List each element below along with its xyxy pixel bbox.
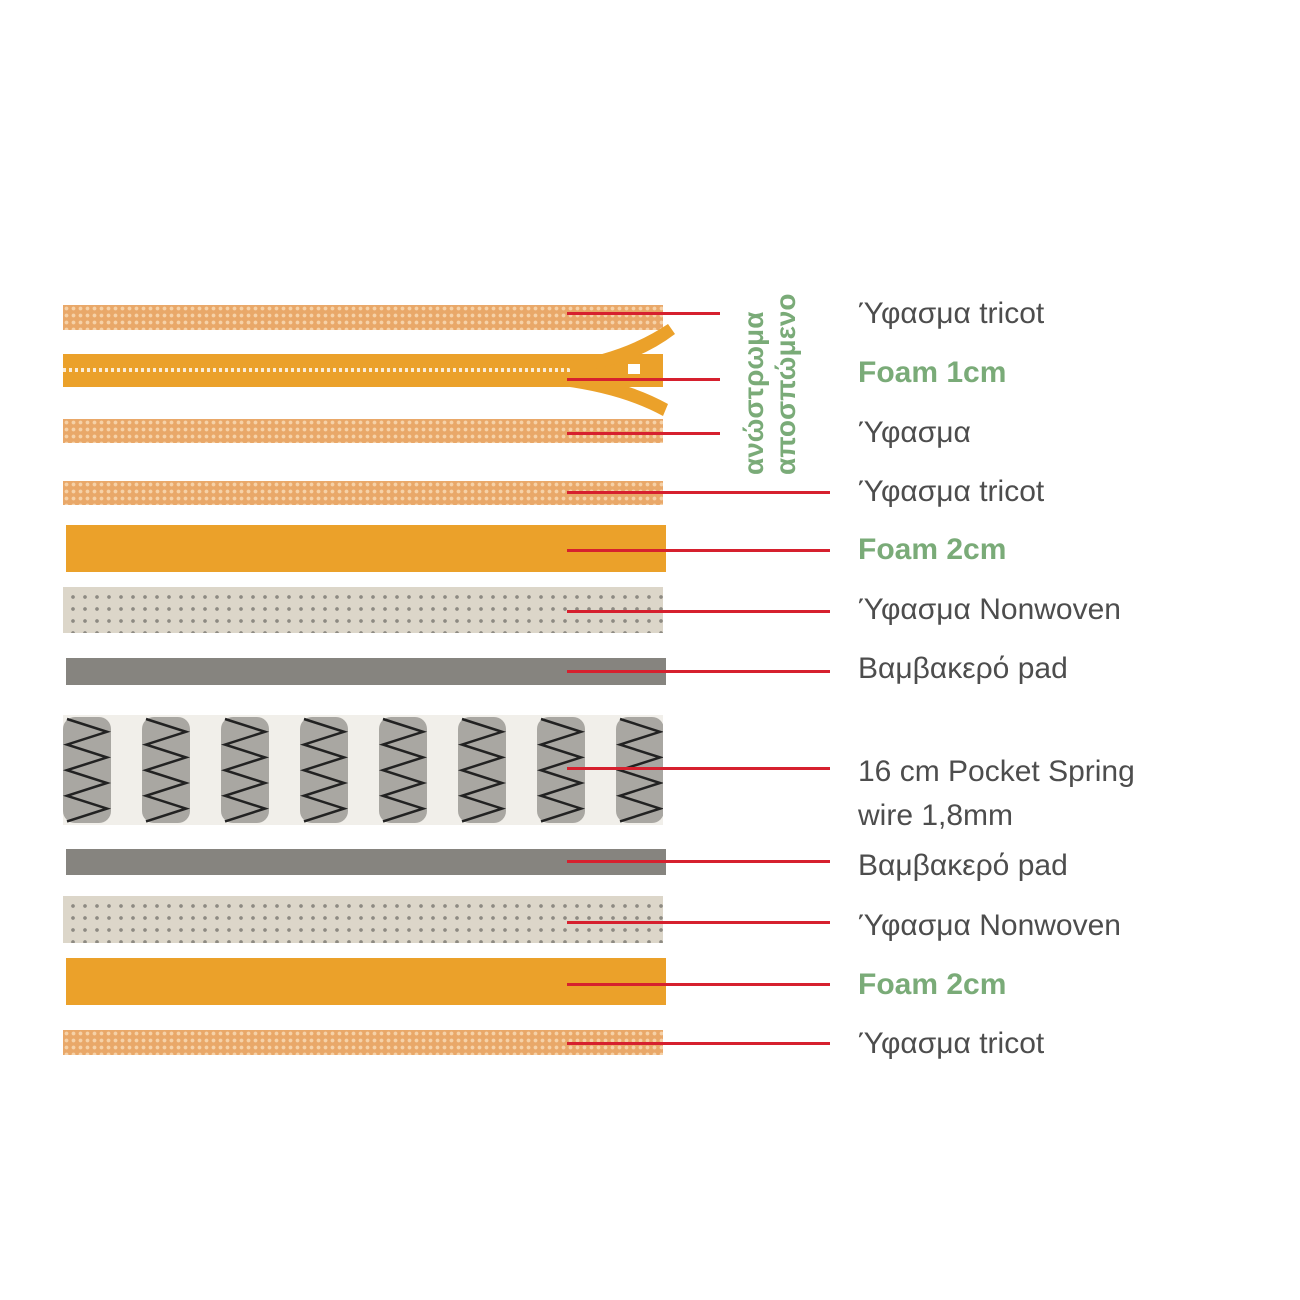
layer-pocket-springs — [62, 715, 665, 825]
layer-zipper-foam — [63, 324, 675, 416]
spring-pocket — [63, 717, 111, 823]
leader-line — [567, 610, 830, 613]
spring-pocket — [379, 717, 427, 823]
spring-pocket — [142, 717, 190, 823]
layer-tricot-top — [63, 305, 663, 330]
spring-coil-icon — [299, 717, 349, 823]
leader-line — [567, 1042, 830, 1045]
label-fabric: Ύφασμα — [858, 416, 971, 449]
spring-coil-icon — [536, 717, 586, 823]
zipper-open-end-icon — [563, 324, 675, 416]
label-tricot: Ύφασμα tricot — [858, 475, 1045, 508]
label-nonwoven: Ύφασμα Nonwoven — [858, 593, 1121, 626]
leader-line — [567, 432, 720, 435]
spring-coil-icon — [615, 717, 665, 823]
leader-line — [567, 921, 830, 924]
leader-line — [567, 670, 830, 673]
label-pocket-spring: 16 cm Pocket Spring wire 1,8mm — [858, 750, 1135, 837]
leader-line — [567, 312, 720, 315]
label-cotton-pad: Βαμβακερό pad — [858, 652, 1068, 685]
layer-tricot-bottom — [63, 1030, 663, 1055]
label-foam-1cm: Foam 1cm — [858, 356, 1007, 389]
removable-line2: αποσπώμενο — [770, 293, 801, 475]
spring-pocket — [221, 717, 269, 823]
pocket-spring-line2: wire 1,8mm — [858, 798, 1014, 832]
springs-graphic — [62, 717, 665, 823]
zipper-teeth — [63, 368, 573, 372]
removable-line1: ανώστρωμα — [738, 311, 769, 475]
layer-tricot-3 — [63, 481, 663, 505]
leader-line — [567, 767, 830, 770]
layer-foam-2cm-bottom — [66, 958, 666, 1005]
leader-line — [567, 549, 830, 552]
leader-line — [567, 491, 830, 494]
layer-nonwoven-top — [63, 587, 663, 633]
pocket-spring-line1: 16 cm Pocket Spring — [858, 755, 1135, 788]
removable-topper-label: ανώστρωμα αποσπώμενο — [738, 293, 802, 475]
leader-line — [567, 860, 830, 863]
label-cotton-pad: Βαμβακερό pad — [858, 849, 1068, 882]
label-tricot: Ύφασμα tricot — [858, 1027, 1045, 1060]
spring-coil-icon — [378, 717, 428, 823]
spring-pocket — [537, 717, 585, 823]
spring-pocket — [616, 717, 664, 823]
spring-coil-icon — [457, 717, 507, 823]
spring-pocket — [300, 717, 348, 823]
label-foam-2cm: Foam 2cm — [858, 968, 1007, 1001]
label-nonwoven: Ύφασμα Nonwoven — [858, 909, 1121, 942]
layer-tricot-2 — [63, 419, 663, 443]
spring-coil-icon — [62, 717, 112, 823]
spring-coil-icon — [220, 717, 270, 823]
label-foam-2cm: Foam 2cm — [858, 533, 1007, 566]
layer-cotton-pad-top — [66, 658, 666, 685]
layer-nonwoven-bottom — [63, 896, 663, 943]
spring-coil-icon — [141, 717, 191, 823]
layer-foam-2cm-top — [66, 525, 666, 572]
label-tricot: Ύφασμα tricot — [858, 297, 1045, 330]
spring-pocket — [458, 717, 506, 823]
leader-line — [567, 378, 720, 381]
layer-cotton-pad-bottom — [66, 849, 666, 875]
leader-line — [567, 983, 830, 986]
